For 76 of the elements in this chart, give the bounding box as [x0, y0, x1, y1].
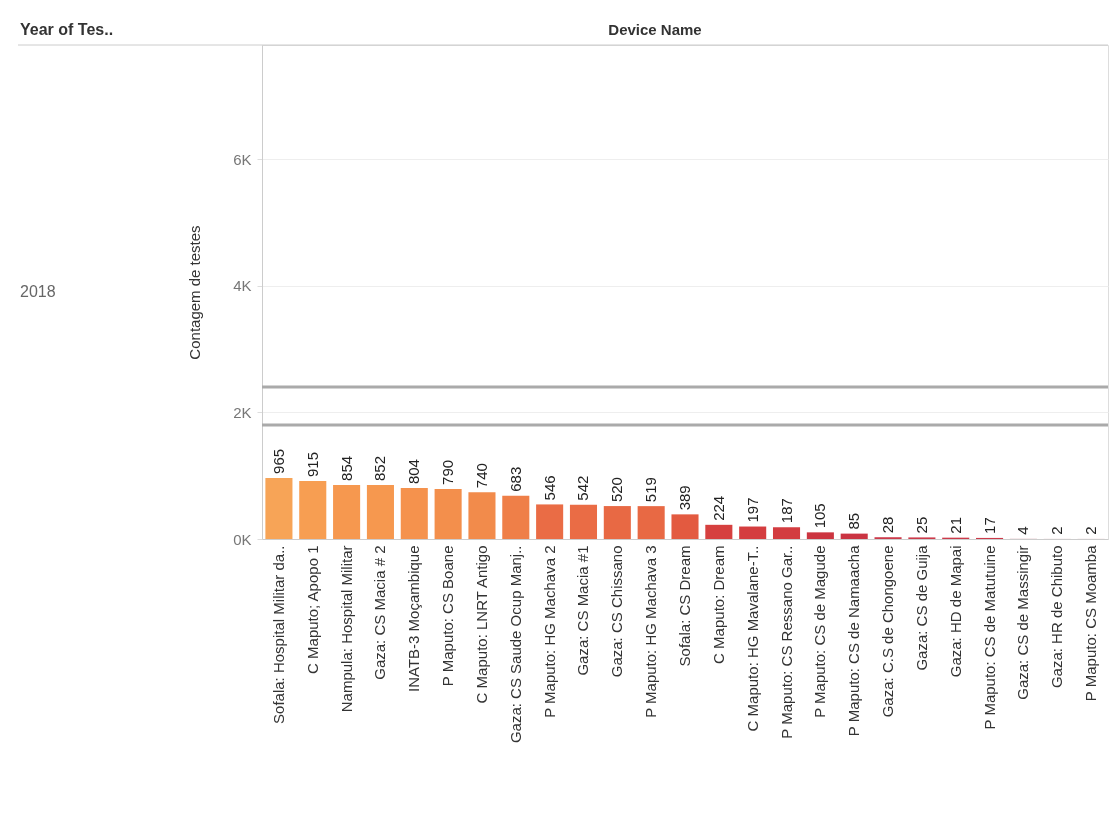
- bar: [671, 514, 699, 539]
- data-label: 4: [1014, 526, 1032, 535]
- y-tick-label: 6K: [233, 150, 252, 168]
- bar: [366, 485, 394, 539]
- bar: [400, 488, 428, 539]
- bar: [434, 488, 462, 539]
- x-tick-label: Gaza: CS de Massingir: [1014, 545, 1032, 700]
- data-label: 197: [743, 497, 761, 523]
- data-label: 546: [540, 475, 558, 501]
- x-tick-label: P Maputo: CS de Matutuine: [980, 545, 998, 730]
- x-tick-label: C Maputo: HG Mavalane-T..: [743, 545, 761, 732]
- bar: [705, 524, 733, 539]
- y-tick-label: 4K: [233, 277, 252, 295]
- y-tick-label: 2K: [233, 403, 252, 421]
- x-tick-label: Gaza: CS Macia # 2: [371, 545, 389, 680]
- bar: [637, 506, 665, 539]
- text: 2018: [20, 283, 56, 300]
- x-tick-label: P Maputo: CS de Magude: [811, 545, 829, 718]
- data-label: 519: [642, 477, 660, 503]
- x-tick-label: P Maputo: CS Moamba: [1082, 544, 1100, 702]
- data-label: 17: [980, 517, 998, 534]
- data-label: 542: [574, 475, 592, 501]
- data-label: 2: [1048, 526, 1066, 535]
- bar: [772, 527, 801, 539]
- data-label: 389: [676, 485, 693, 511]
- y-axis-title: Contagem de testes: [186, 225, 204, 360]
- x-tick-label: C Maputo; Apopo 1: [303, 545, 321, 674]
- x-tick-label: C Maputo: LNRT Antigo: [472, 545, 490, 704]
- x-tick-label: P Maputo: CS de Namaacha: [845, 544, 863, 737]
- bar: [536, 504, 564, 539]
- data-label: 105: [811, 503, 829, 529]
- data-label: 915: [303, 452, 321, 478]
- y-tick-label: 0K: [233, 530, 252, 548]
- bar: [333, 484, 361, 539]
- x-tick-label: Gaza: CS Chissano: [608, 545, 626, 678]
- x-tick-label: INATB-3 Moçambique: [405, 545, 423, 692]
- x-axis-title: Device Name: [608, 21, 702, 38]
- x-tick-label: P Maputo: HG Machava 3: [642, 545, 660, 718]
- bar: [569, 504, 598, 539]
- x-tick-label: P Maputo: CS Boane: [439, 545, 457, 687]
- bar: [840, 533, 868, 539]
- x-tick-label: Gaza: HR de Chibuto: [1048, 545, 1066, 689]
- data-label: 965: [269, 448, 287, 474]
- x-tick-label: P Maputo: CS Ressano Gar..: [777, 545, 795, 739]
- bar: [265, 477, 293, 539]
- data-label: 854: [337, 455, 355, 481]
- x-tick-label: C Maputo: Dream: [709, 545, 727, 664]
- x-tick-label: Gaza: C.S de Chongoene: [879, 545, 897, 718]
- data-label: 187: [777, 498, 795, 524]
- x-tick-label: Sofala: Hospital Militar da..: [269, 545, 287, 724]
- bar: [806, 532, 834, 539]
- data-label: 740: [472, 463, 490, 489]
- x-tick-label: P Maputo: HG Machava 2: [540, 545, 558, 718]
- data-label: 683: [506, 466, 524, 492]
- bar: [299, 481, 327, 539]
- bar: [603, 506, 631, 539]
- data-label: 804: [405, 459, 423, 485]
- x-tick-label: Gaza: CS de Guija: [912, 544, 930, 671]
- data-label: 790: [439, 459, 457, 485]
- data-label: 2: [1082, 526, 1100, 535]
- x-tick-label: Sofala: CS Dream: [676, 545, 693, 667]
- data-label: 21: [946, 516, 964, 534]
- x-tick-label: Nampula: Hospital Militar: [337, 545, 355, 713]
- data-label: 520: [608, 477, 626, 503]
- bar: [502, 495, 530, 539]
- x-tick-label: Gaza: HD de Mapai: [946, 545, 964, 678]
- data-label: 224: [709, 495, 727, 521]
- text: Year of Tes..: [20, 21, 114, 38]
- x-tick-label: Gaza: CS Saude Ocup Manj..: [506, 545, 524, 744]
- data-label: 85: [845, 512, 863, 530]
- bar: [468, 492, 496, 539]
- data-label: 28: [879, 516, 897, 534]
- data-label: 25: [912, 516, 930, 534]
- bar: [739, 526, 767, 539]
- data-label: 852: [371, 456, 389, 482]
- x-tick-label: Gaza: CS Macia #1: [574, 545, 592, 676]
